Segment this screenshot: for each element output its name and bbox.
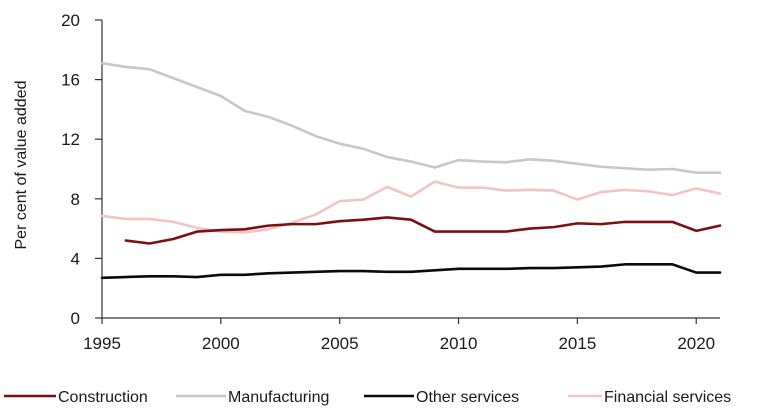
y-tick-label: 12 <box>61 130 80 149</box>
y-axis-title: Per cent of value added <box>13 80 30 249</box>
series-line-other-services <box>100 263 722 280</box>
y-tick-label: 8 <box>71 190 80 209</box>
x-tick-label: 2000 <box>202 334 240 353</box>
legend-label-manufacturing: Manufacturing <box>228 389 329 406</box>
x-tick-label: 2015 <box>558 334 596 353</box>
y-tick-label: 4 <box>71 249 80 268</box>
legend-label-other-services: Other services <box>416 389 519 406</box>
legend-label-construction: Construction <box>58 389 148 406</box>
x-tick-label: 2005 <box>321 334 359 353</box>
y-tick-label: 20 <box>61 11 80 30</box>
legend-label-financial-services: Financial services <box>604 389 731 406</box>
series-line-manufacturing <box>100 61 722 175</box>
x-tick-label: 1995 <box>83 334 121 353</box>
series-line-construction <box>124 216 722 245</box>
x-tick-label: 2020 <box>677 334 715 353</box>
y-tick-label: 0 <box>71 309 80 328</box>
x-tick-label: 2010 <box>440 334 478 353</box>
series-line-financial-services <box>100 180 722 234</box>
y-tick-label: 16 <box>61 71 80 90</box>
